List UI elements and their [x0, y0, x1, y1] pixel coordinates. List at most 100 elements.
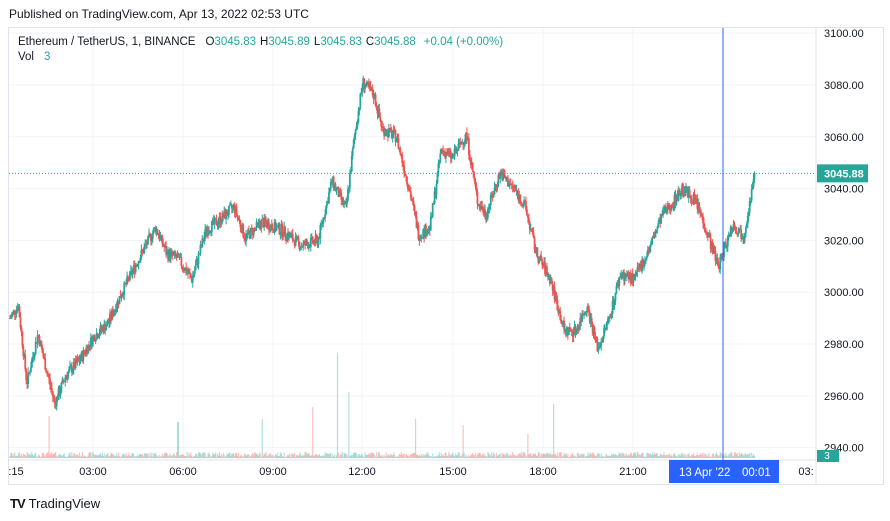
volume-bar: [592, 453, 595, 458]
volume-bar: [268, 454, 270, 458]
candle-body: [387, 129, 389, 137]
candle-body: [678, 189, 681, 196]
candle-body: [427, 230, 429, 234]
volume-bar: [597, 453, 599, 458]
volume-bar: [255, 453, 258, 458]
volume-bar: [237, 452, 240, 458]
volume-bar: [555, 455, 558, 458]
volume-bar: [223, 454, 225, 458]
volume-bar: [612, 453, 615, 458]
volume-bar: [299, 452, 301, 458]
chart-frame[interactable]: [8, 27, 884, 485]
candle-body: [585, 311, 587, 313]
candle-body: [69, 366, 71, 370]
candle-body: [359, 93, 362, 108]
volume-bar: [231, 453, 233, 458]
volume-bar: [658, 456, 660, 458]
candle-body: [249, 232, 251, 239]
candle-body: [106, 321, 109, 327]
candle-body: [281, 224, 284, 237]
candle-body: [293, 240, 296, 247]
candle-body: [11, 311, 14, 315]
candle-body: [596, 338, 599, 352]
volume-bar: [116, 456, 119, 458]
candle-body: [261, 218, 264, 221]
volume-bar: [479, 453, 481, 458]
candle-body: [594, 336, 597, 338]
candle-body: [511, 183, 514, 187]
candle-body: [522, 204, 525, 206]
y-tick-label: 3080.00: [824, 80, 864, 92]
volume-bar: [669, 453, 671, 458]
volume-bar: [286, 455, 288, 458]
volume-bar: [255, 453, 257, 458]
candle-body: [618, 277, 621, 286]
candle-body: [471, 162, 474, 172]
volume-bar: [170, 456, 172, 458]
volume-bar: [257, 455, 260, 458]
volume-bar: [200, 454, 202, 458]
volume-bar: [738, 452, 740, 458]
volume-bar: [392, 455, 394, 458]
volume-bar: [142, 456, 144, 458]
volume-bar: [414, 452, 416, 458]
candle-body: [362, 78, 365, 88]
candle-body: [229, 204, 231, 207]
volume-bar: [83, 455, 85, 458]
volume-bar: [490, 456, 492, 458]
volume-bar: [647, 453, 649, 458]
candle-body: [190, 277, 193, 283]
price-badge[interactable]: [817, 164, 868, 183]
volume-bar: [306, 453, 308, 458]
volume-bar: [10, 452, 12, 458]
volume-bar: [397, 456, 400, 458]
volume-bar: [15, 456, 17, 458]
candle-body: [514, 188, 517, 192]
candle-body: [540, 256, 543, 261]
candle-body: [331, 176, 334, 183]
candle-body: [373, 94, 376, 99]
candle-body: [63, 381, 66, 383]
volume-bar: [513, 455, 516, 458]
candle-body: [341, 197, 344, 200]
volume-bar: [433, 456, 435, 458]
volume-bar: [593, 455, 596, 458]
volume-bar: [552, 454, 554, 458]
candle-body: [200, 245, 203, 247]
candle-body: [253, 228, 256, 230]
volume-bar: [40, 456, 43, 458]
volume-bar: [323, 455, 325, 458]
candle-body: [715, 257, 718, 261]
volume-bar: [51, 452, 53, 458]
candle-body: [104, 323, 107, 331]
volume-bar: [623, 453, 625, 458]
candle-body: [503, 172, 505, 176]
volume-bar: [82, 456, 84, 458]
volume-bar: [211, 455, 213, 458]
volume-bar: [526, 455, 528, 458]
candle-body: [485, 216, 487, 220]
candle-body: [374, 94, 377, 106]
volume-bar: [250, 455, 252, 458]
volume-bar: [514, 456, 517, 458]
volume-bar: [192, 456, 194, 458]
candle-body: [31, 356, 34, 360]
candle-body: [325, 205, 327, 215]
candle-body: [673, 194, 676, 207]
volume-bar: [672, 454, 675, 458]
candle-body: [316, 237, 319, 246]
candle-body: [234, 206, 237, 213]
candle-body: [738, 229, 741, 233]
candle-body: [472, 171, 475, 178]
candle-body: [409, 191, 412, 198]
candle-body: [654, 231, 657, 238]
candle-body: [636, 267, 639, 273]
volume-bar: [422, 453, 424, 458]
tradingview-brand[interactable]: TV TradingView: [10, 496, 100, 511]
candle-body: [347, 189, 349, 201]
volume-bar: [740, 453, 742, 458]
volume-bar: [415, 454, 418, 458]
symbol-title[interactable]: Ethereum / TetherUS, 1, BINANCE: [18, 36, 196, 48]
candle-body: [39, 340, 42, 346]
